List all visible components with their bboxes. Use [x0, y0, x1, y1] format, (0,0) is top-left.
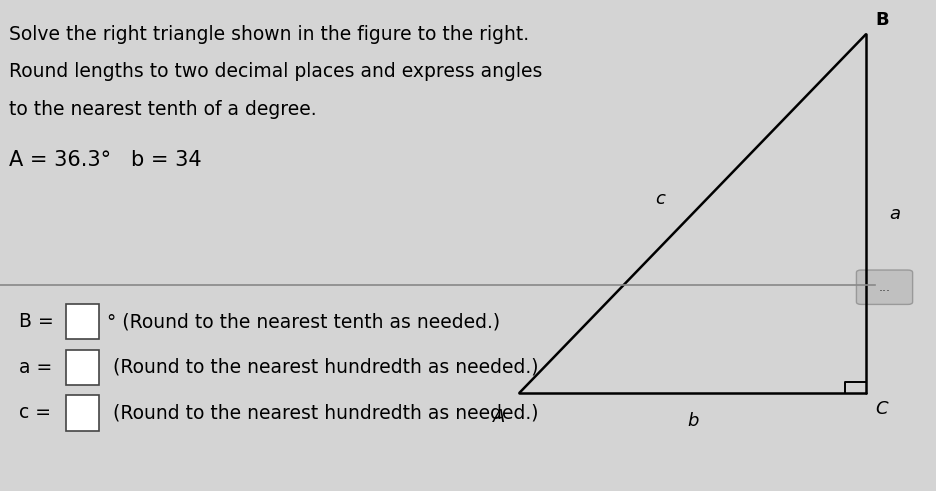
Text: b: b [687, 412, 698, 431]
Text: to the nearest tenth of a degree.: to the nearest tenth of a degree. [9, 100, 317, 119]
Text: Solve the right triangle shown in the figure to the right.: Solve the right triangle shown in the fi… [9, 25, 530, 44]
Text: C: C [875, 400, 887, 418]
Text: a =: a = [19, 358, 58, 377]
Text: ...: ... [879, 281, 890, 294]
FancyBboxPatch shape [856, 270, 913, 304]
Text: a: a [889, 205, 900, 222]
Text: c: c [654, 190, 665, 208]
Text: Round lengths to two decimal places and express angles: Round lengths to two decimal places and … [9, 62, 543, 82]
Text: (Round to the nearest hundredth as needed.): (Round to the nearest hundredth as neede… [107, 404, 538, 422]
Text: A = 36.3°   b = 34: A = 36.3° b = 34 [9, 150, 202, 170]
Text: B =: B = [19, 312, 60, 331]
Text: A: A [493, 408, 505, 426]
Text: (Round to the nearest hundredth as needed.): (Round to the nearest hundredth as neede… [107, 358, 538, 377]
FancyBboxPatch shape [66, 304, 99, 339]
FancyBboxPatch shape [66, 350, 99, 385]
Text: c =: c = [19, 404, 57, 422]
Text: ° (Round to the nearest tenth as needed.): ° (Round to the nearest tenth as needed.… [107, 312, 500, 331]
Text: B: B [875, 11, 889, 29]
FancyBboxPatch shape [66, 395, 99, 431]
